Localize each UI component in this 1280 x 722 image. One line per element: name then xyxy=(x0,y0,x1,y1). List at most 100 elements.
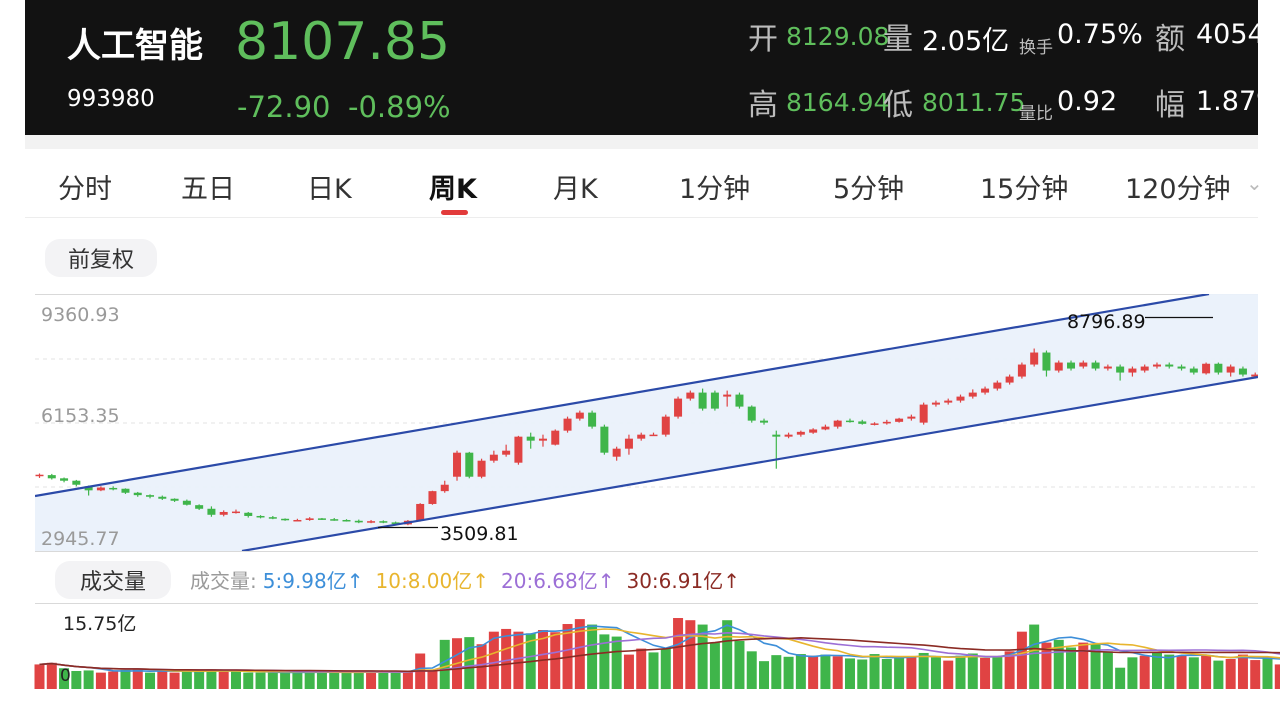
volume-bar xyxy=(341,672,352,689)
axis-label-top: 9360.93 xyxy=(41,304,120,326)
tab-daily-k[interactable]: 日K xyxy=(307,174,352,205)
candle-body xyxy=(772,434,781,437)
volume-bar xyxy=(1188,657,1199,689)
amount-value: 4054 xyxy=(1196,19,1258,50)
tab-five-day[interactable]: 五日 xyxy=(181,174,235,205)
candle-body xyxy=(1264,371,1272,377)
stock-name: 人工智能 xyxy=(67,26,203,66)
volume-bar xyxy=(218,671,229,689)
volume-bar xyxy=(746,651,757,689)
candle-body xyxy=(207,508,216,515)
volume-bar xyxy=(611,636,622,689)
active-tab-indicator xyxy=(441,210,468,215)
candle-body xyxy=(993,382,1002,389)
volume-bar xyxy=(1213,660,1224,689)
candle-body xyxy=(1005,376,1014,383)
candle-body xyxy=(268,517,277,519)
candle-body xyxy=(244,512,253,516)
candle-body xyxy=(526,436,535,441)
candle-body xyxy=(1030,352,1039,365)
tab-15-min[interactable]: 15分钟 xyxy=(980,174,1069,205)
tab-monthly-k[interactable]: 月K xyxy=(553,174,598,205)
volume-indicator-button[interactable]: 成交量 xyxy=(55,561,172,599)
channel-lower-line xyxy=(241,375,1258,551)
tab-intraday[interactable]: 分时 xyxy=(58,174,112,205)
volume-bar xyxy=(1139,655,1150,689)
volume-bar xyxy=(943,660,954,689)
volume-bar xyxy=(464,637,475,689)
candle-body xyxy=(845,420,854,423)
tab-1-min[interactable]: 1分钟 xyxy=(679,174,751,205)
volume-bar xyxy=(402,672,413,689)
volume-bar xyxy=(881,658,892,689)
volume-bar xyxy=(1004,651,1015,689)
volume-bar xyxy=(120,669,131,689)
volume-bar xyxy=(1237,654,1248,689)
tab-120-min[interactable]: 120分钟 xyxy=(1125,174,1231,205)
candle-body xyxy=(440,484,449,492)
tab-weekly-k[interactable]: 周K xyxy=(429,174,477,205)
candle-body xyxy=(514,436,523,463)
volume-bar xyxy=(1066,647,1077,689)
candle-body xyxy=(538,438,547,441)
volume-bar xyxy=(1041,642,1052,689)
candle-body xyxy=(895,418,904,422)
candle-body xyxy=(661,416,670,435)
adjust-mode-button[interactable]: 前复权 xyxy=(45,239,158,277)
high-value: 8164.94 xyxy=(786,88,890,117)
candle-body xyxy=(686,392,695,399)
axis-label-mid: 6153.35 xyxy=(41,405,120,427)
chevron-down-icon[interactable]: ⌄ xyxy=(1246,171,1263,195)
candle-body xyxy=(35,474,44,477)
candle-body xyxy=(342,519,351,522)
candle-body xyxy=(944,400,953,403)
candle-body xyxy=(1214,363,1223,373)
candle-body xyxy=(195,505,204,509)
candle-body xyxy=(870,423,879,425)
volume-bar xyxy=(1115,667,1126,689)
volume-bar xyxy=(623,654,634,689)
volume-bar xyxy=(759,661,770,689)
ma30-label: 30:6.91亿 xyxy=(626,569,724,593)
candle-body xyxy=(428,491,437,504)
volume-bar xyxy=(157,671,168,689)
channel-upper-line xyxy=(35,294,1210,498)
candle-body xyxy=(575,412,584,419)
amplitude-value: 1.87% xyxy=(1196,86,1258,117)
volume-bar xyxy=(1090,644,1101,689)
volume-bar xyxy=(820,654,831,689)
candle-body xyxy=(330,519,339,521)
right-margin xyxy=(1258,0,1280,722)
volume-bar xyxy=(955,655,966,689)
candle-body xyxy=(710,392,719,409)
volume-bar xyxy=(488,631,499,689)
ma20-label: 20:6.68亿 xyxy=(501,569,598,593)
volume-bar xyxy=(992,656,1003,689)
volume-bar xyxy=(550,632,561,689)
volume-bar xyxy=(513,631,524,689)
volume-bar xyxy=(194,671,205,689)
tab-5-min[interactable]: 5分钟 xyxy=(833,174,905,205)
volume-bar xyxy=(1176,655,1187,689)
candle-body xyxy=(72,480,81,485)
candle-body xyxy=(882,421,891,424)
price-change-pct: -0.89% xyxy=(348,90,451,124)
candle-body xyxy=(907,416,916,419)
price-grid xyxy=(35,294,1258,552)
turnover-value: 0.75% xyxy=(1057,19,1143,50)
candle-body xyxy=(1067,362,1076,369)
volume-bar xyxy=(353,671,364,689)
candle-body xyxy=(1103,366,1112,369)
volume-bar xyxy=(1078,642,1089,689)
volume-bar xyxy=(255,672,266,689)
volume-bar xyxy=(587,624,598,689)
volume-bar xyxy=(1262,656,1273,689)
volume-bar xyxy=(660,648,671,689)
volume-bar xyxy=(967,653,978,689)
candle-body xyxy=(354,520,363,523)
candle-body xyxy=(956,396,965,401)
candle-body xyxy=(293,519,302,522)
left-margin xyxy=(0,0,25,722)
current-price: 8107.85 xyxy=(235,12,451,72)
volume-bar xyxy=(832,656,843,689)
